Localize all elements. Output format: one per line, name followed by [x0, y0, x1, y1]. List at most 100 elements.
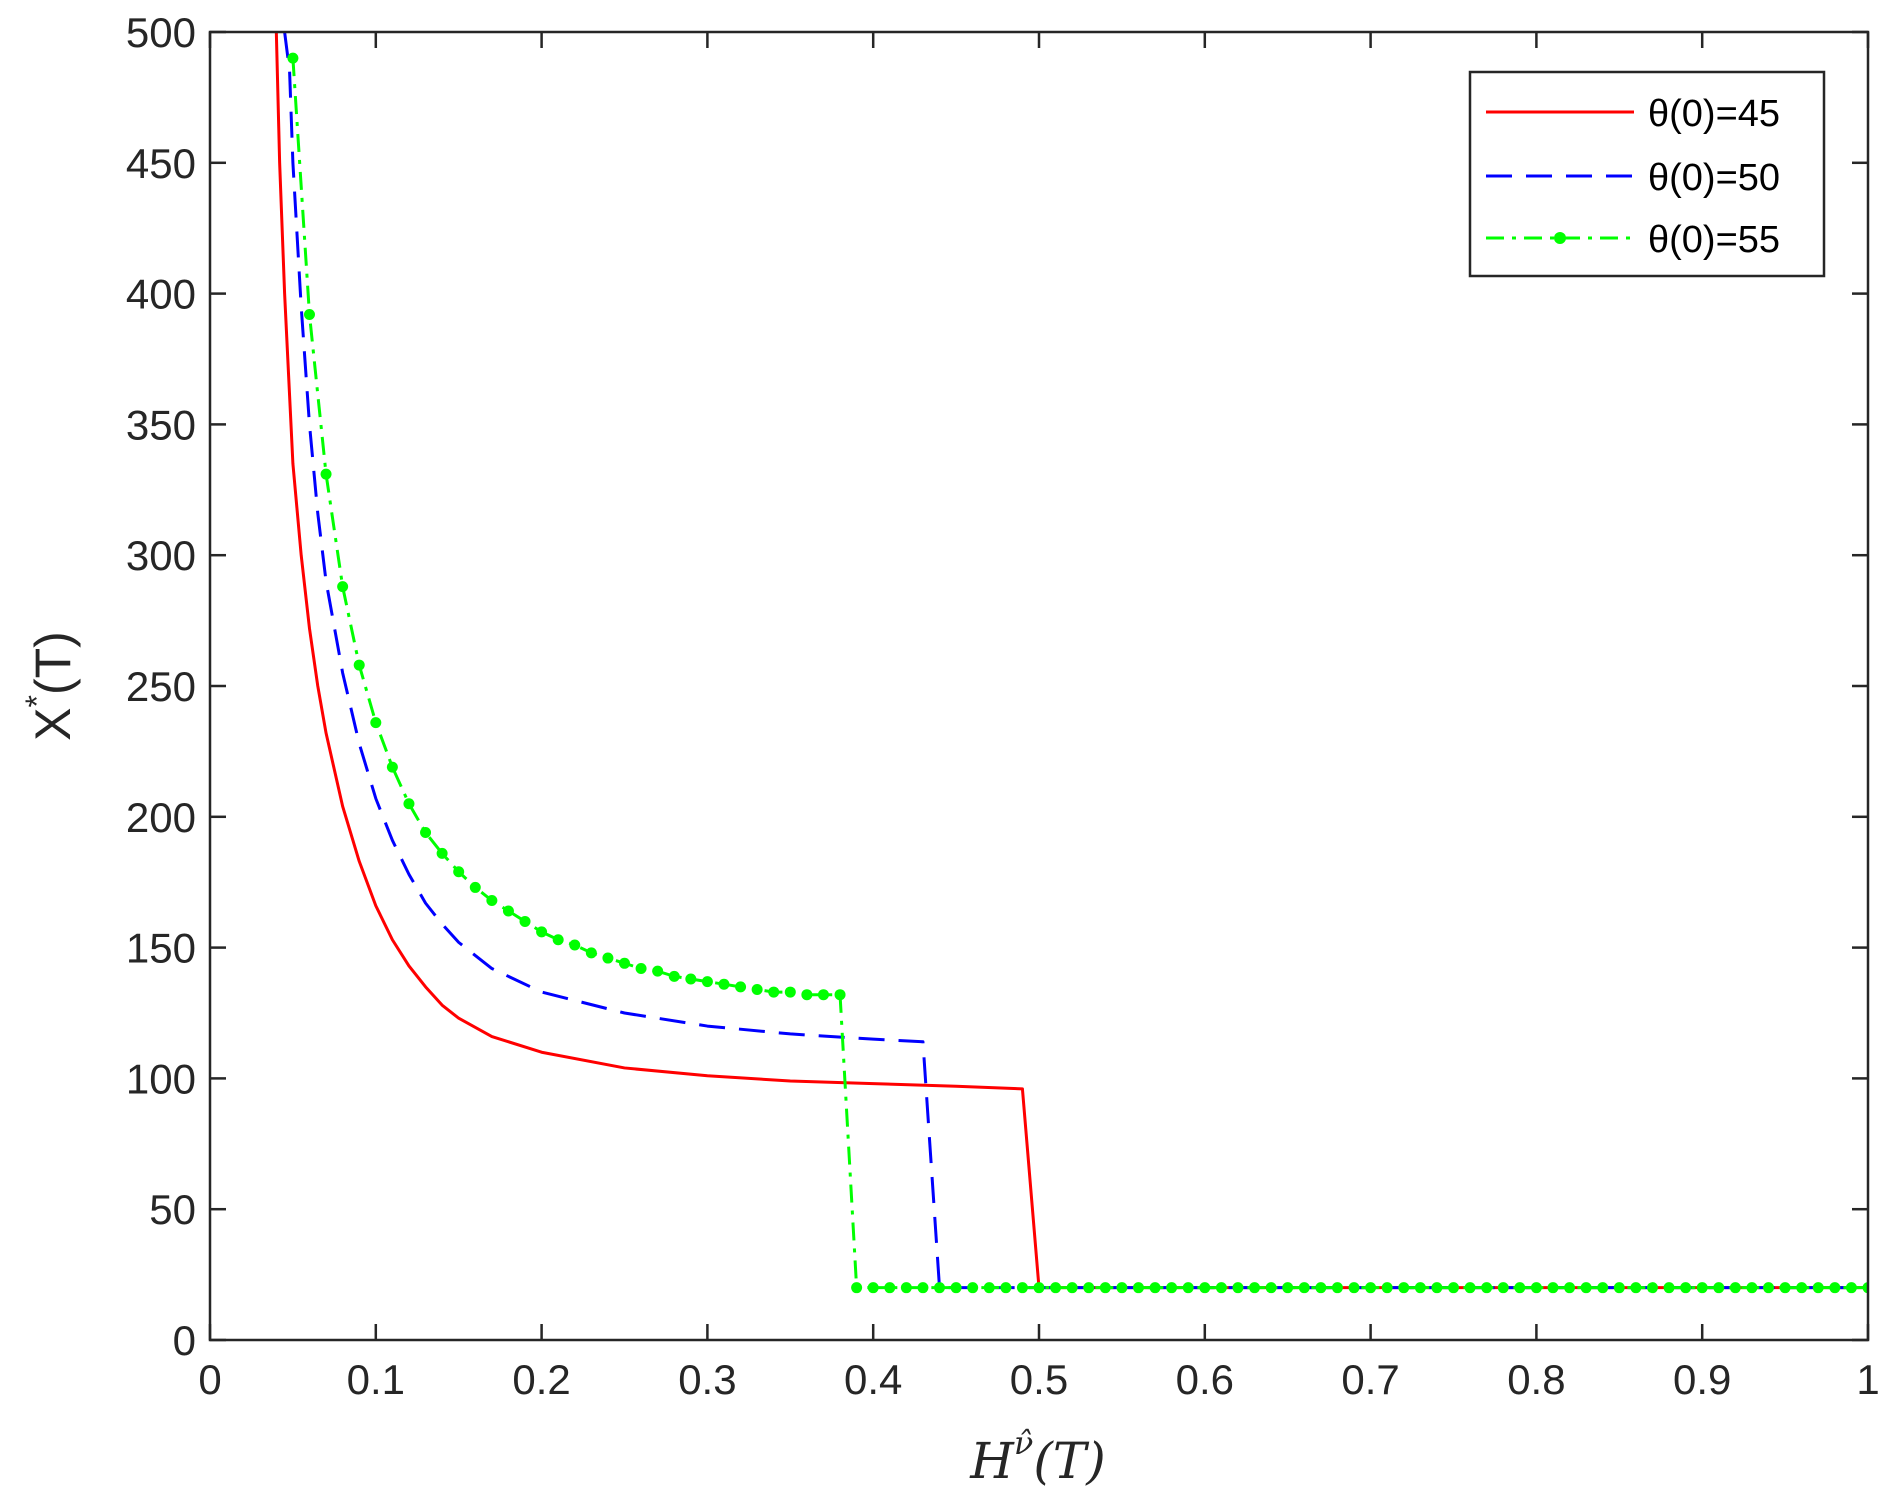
- series-3-point: [1166, 1282, 1178, 1294]
- series-3-point: [851, 1282, 863, 1294]
- series-3-point: [569, 939, 581, 951]
- series-3-point: [469, 881, 481, 893]
- series-3-point: [768, 986, 780, 998]
- y-axis-label: X*(T): [19, 631, 81, 741]
- series-3-point: [1497, 1282, 1509, 1294]
- x-tick-label: 0.3: [678, 1356, 736, 1403]
- series-3-point: [1547, 1282, 1559, 1294]
- series-3-point: [1580, 1282, 1592, 1294]
- x-tick-label: 0: [198, 1356, 221, 1403]
- series-3-point: [519, 915, 531, 927]
- series-3-point: [1398, 1282, 1410, 1294]
- series-3-point: [1265, 1282, 1277, 1294]
- series-3-point: [701, 976, 713, 988]
- series-3-point: [502, 905, 514, 917]
- x-tick-label: 0.4: [844, 1356, 902, 1403]
- series-3-point: [1779, 1282, 1791, 1294]
- x-axis-label-main: H: [969, 1432, 1015, 1490]
- legend: θ(0)=45 θ(0)=50 θ(0)=55: [1468, 70, 1826, 278]
- y-tick-label: 50: [149, 1186, 196, 1233]
- series-3-point: [1763, 1282, 1775, 1294]
- x-axis-label-sup: ν̂: [1014, 1424, 1033, 1462]
- series-3-point: [1298, 1282, 1310, 1294]
- x-tick-label: 1: [1856, 1356, 1879, 1403]
- legend-entry-series-3: θ(0)=55: [1486, 219, 1780, 261]
- series-3-point: [1630, 1282, 1642, 1294]
- series-3-point: [1796, 1282, 1808, 1294]
- series-3-point: [337, 581, 349, 593]
- x-axis-label: Hν̂(T): [969, 1424, 1105, 1490]
- ticks-layer: 0 0.1 0.2 0.3 0.4 0.5 0.6 0.7 0.8 0.9 1 0 50 100 150 20…: [126, 9, 1880, 1403]
- series-3-point: [1713, 1282, 1725, 1294]
- series-3-point: [751, 983, 763, 995]
- x-tick-label: 0.5: [1010, 1356, 1068, 1403]
- series-3-point: [1282, 1282, 1294, 1294]
- y-tick-label: 250: [126, 663, 196, 710]
- series-3-point: [1016, 1282, 1028, 1294]
- series-3-point: [950, 1282, 962, 1294]
- series-3-point: [420, 827, 432, 838]
- series-3-point: [1365, 1282, 1377, 1294]
- y-tick-label: 400: [126, 271, 196, 318]
- series-3-point: [486, 895, 498, 907]
- series-3-point: [386, 761, 398, 773]
- series-3: [287, 52, 1868, 1294]
- series-3-point: [718, 978, 730, 990]
- y-axis-label-arg: (T): [25, 631, 81, 695]
- series-3-point: [1613, 1282, 1625, 1294]
- series-3-point: [668, 970, 680, 982]
- series-3-point: [735, 981, 747, 993]
- series-3-point: [635, 963, 647, 975]
- series-3-point: [1000, 1282, 1012, 1294]
- series-3-point: [1696, 1282, 1708, 1294]
- x-tick-label: 0.6: [1176, 1356, 1234, 1403]
- legend-box: [1468, 70, 1826, 278]
- series-3-point: [1381, 1282, 1393, 1294]
- x-tick-label: 0.9: [1673, 1356, 1731, 1403]
- series-3-point: [1116, 1282, 1128, 1294]
- series-3-point: [1348, 1282, 1360, 1294]
- series-3-point: [1729, 1282, 1741, 1294]
- series-3-point: [1746, 1282, 1758, 1294]
- series-3-point: [1564, 1282, 1576, 1294]
- series-3-point: [867, 1282, 879, 1294]
- series-3-point: [1646, 1282, 1658, 1294]
- series-3-point: [353, 659, 365, 671]
- series-3-point: [1862, 1282, 1868, 1294]
- series-3-point: [403, 798, 415, 810]
- series-3-point: [1663, 1282, 1675, 1294]
- series-3-point: [1431, 1282, 1443, 1294]
- series-3-point: [1232, 1282, 1244, 1294]
- y-tick-label: 350: [126, 401, 196, 448]
- series-3-point: [1083, 1282, 1095, 1294]
- series-3-point: [1199, 1282, 1211, 1294]
- series-3-point: [287, 52, 299, 64]
- series-3-point: [1530, 1282, 1542, 1294]
- series-3-point: [1099, 1282, 1111, 1294]
- x-tick-label: 0.2: [512, 1356, 570, 1403]
- series-3-point: [1033, 1282, 1045, 1294]
- series-3-point: [967, 1282, 979, 1294]
- series-3-point: [983, 1282, 995, 1294]
- series-3-point: [1066, 1282, 1078, 1294]
- x-tick-label: 0.8: [1507, 1356, 1565, 1403]
- series-3-point: [1331, 1282, 1343, 1294]
- series-3-point: [453, 866, 465, 878]
- series-3-point: [817, 989, 829, 1001]
- legend-label-series-3: θ(0)=55: [1648, 219, 1780, 261]
- series-3-point: [1315, 1282, 1327, 1294]
- series-3-point: [884, 1282, 896, 1294]
- series-3-point: [917, 1282, 929, 1294]
- legend-marker-series-3: [1554, 232, 1566, 244]
- y-tick-label: 450: [126, 140, 196, 187]
- series-3-point: [1448, 1282, 1459, 1294]
- y-axis-label-main: X: [25, 707, 81, 740]
- series-3-point: [1680, 1282, 1692, 1294]
- y-tick-label: 0: [173, 1317, 196, 1364]
- series-3-point: [1812, 1282, 1824, 1294]
- x-tick-label: 0.7: [1341, 1356, 1399, 1403]
- legend-label-series-1: θ(0)=45: [1648, 93, 1780, 135]
- y-tick-label: 100: [126, 1055, 196, 1102]
- x-axis-label-arg: (T): [1033, 1432, 1105, 1490]
